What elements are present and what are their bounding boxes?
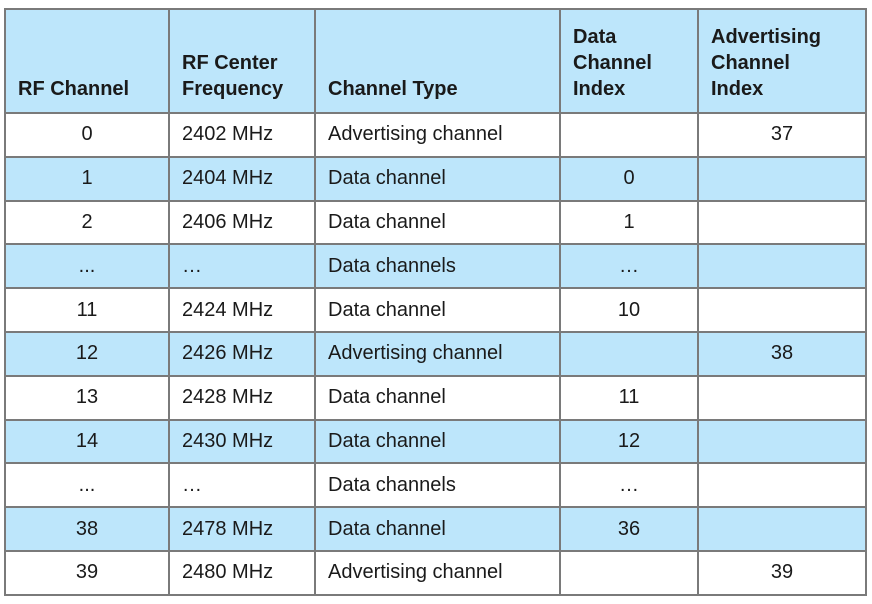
cell-rf-channel: 14 (4, 418, 170, 465)
header-channel-type: Channel Type (314, 8, 561, 114)
cell-frequency: 2402 MHz (168, 112, 316, 158)
cell-frequency: 2404 MHz (168, 155, 316, 202)
cell-adv-index: 39 (697, 549, 867, 596)
table-row: ... … Data channels … (4, 462, 867, 509)
cell-channel-type: Advertising channel (314, 549, 561, 596)
cell-adv-index (697, 287, 867, 333)
cell-channel-type: Data channel (314, 155, 561, 202)
cell-data-index (559, 112, 699, 158)
table-row: 12 2426 MHz Advertising channel 38 (4, 330, 867, 377)
cell-frequency: 2480 MHz (168, 549, 316, 596)
header-rf-center-frequency: RF Center Frequency (168, 8, 316, 114)
cell-data-index: … (559, 243, 699, 290)
cell-channel-type: Data channel (314, 374, 561, 421)
cell-adv-index: 38 (697, 330, 867, 377)
cell-data-index: 11 (559, 374, 699, 421)
header-data-channel-index: Data Channel Index (559, 8, 699, 114)
cell-data-index (559, 549, 699, 596)
cell-rf-channel: 2 (4, 199, 170, 246)
cell-channel-type: Data channel (314, 418, 561, 465)
cell-frequency: 2428 MHz (168, 374, 316, 421)
cell-channel-type: Data channels (314, 462, 561, 509)
cell-data-index (559, 330, 699, 377)
cell-rf-channel: 13 (4, 374, 170, 421)
cell-channel-type: Advertising channel (314, 330, 561, 377)
table-row: 13 2428 MHz Data channel 11 (4, 374, 867, 421)
cell-frequency: … (168, 462, 316, 509)
cell-data-index: … (559, 462, 699, 509)
cell-rf-channel: 12 (4, 330, 170, 377)
cell-frequency: 2430 MHz (168, 418, 316, 465)
table-row: 2 2406 MHz Data channel 1 (4, 199, 867, 246)
rf-channel-table: RF Channel RF Center Frequency Channel T… (4, 8, 867, 596)
cell-rf-channel: 11 (4, 287, 170, 333)
cell-adv-index (697, 462, 867, 509)
header-advertising-channel-index: Advertising Channel Index (697, 8, 867, 114)
cell-adv-index: 37 (697, 112, 867, 158)
cell-channel-type: Data channel (314, 506, 561, 552)
cell-rf-channel: 0 (4, 112, 170, 158)
table-header: RF Channel RF Center Frequency Channel T… (4, 8, 867, 114)
table-row: 39 2480 MHz Advertising channel 39 (4, 549, 867, 596)
header-rf-channel: RF Channel (4, 8, 170, 114)
cell-rf-channel: 39 (4, 549, 170, 596)
table-row: 14 2430 MHz Data channel 12 (4, 418, 867, 465)
cell-channel-type: Data channel (314, 287, 561, 333)
cell-data-index: 1 (559, 199, 699, 246)
cell-channel-type: Data channel (314, 199, 561, 246)
cell-frequency: … (168, 243, 316, 290)
table-row: 11 2424 MHz Data channel 10 (4, 287, 867, 333)
cell-rf-channel: 1 (4, 155, 170, 202)
table-row: 1 2404 MHz Data channel 0 (4, 155, 867, 202)
cell-channel-type: Data channels (314, 243, 561, 290)
cell-adv-index (697, 418, 867, 465)
table-row: ... … Data channels … (4, 243, 867, 290)
table-body: 0 2402 MHz Advertising channel 37 1 2404… (4, 112, 867, 596)
table-row: 38 2478 MHz Data channel 36 (4, 506, 867, 552)
cell-channel-type: Advertising channel (314, 112, 561, 158)
cell-frequency: 2406 MHz (168, 199, 316, 246)
cell-adv-index (697, 199, 867, 246)
cell-frequency: 2424 MHz (168, 287, 316, 333)
cell-adv-index (697, 155, 867, 202)
cell-adv-index (697, 243, 867, 290)
cell-data-index: 0 (559, 155, 699, 202)
cell-rf-channel: ... (4, 243, 170, 290)
header-row: RF Channel RF Center Frequency Channel T… (4, 8, 867, 114)
table-row: 0 2402 MHz Advertising channel 37 (4, 112, 867, 158)
cell-data-index: 36 (559, 506, 699, 552)
cell-adv-index (697, 506, 867, 552)
cell-rf-channel: ... (4, 462, 170, 509)
cell-data-index: 12 (559, 418, 699, 465)
cell-frequency: 2478 MHz (168, 506, 316, 552)
cell-frequency: 2426 MHz (168, 330, 316, 377)
cell-rf-channel: 38 (4, 506, 170, 552)
cell-data-index: 10 (559, 287, 699, 333)
cell-adv-index (697, 374, 867, 421)
